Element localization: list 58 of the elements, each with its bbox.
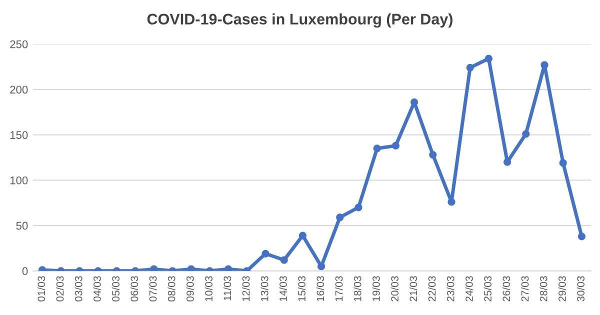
x-tick-label: 08/03	[168, 276, 176, 302]
point	[448, 198, 456, 206]
point	[373, 144, 381, 152]
x-tick-label: 18/03	[354, 276, 362, 302]
point	[298, 232, 307, 240]
point	[280, 256, 288, 264]
point	[317, 262, 326, 270]
point	[503, 158, 512, 166]
point	[354, 204, 362, 212]
x-tick-label: 04/03	[93, 276, 101, 302]
x-tick-label: 07/03	[149, 276, 157, 302]
x-tick-label: 29/03	[558, 276, 566, 302]
x-tick-label: 27/03	[521, 276, 529, 302]
y-tick-label: 100	[10, 176, 28, 184]
x-tick-label: 21/03	[409, 276, 418, 302]
x-tick-label: 15/03	[298, 276, 306, 302]
point	[559, 159, 567, 167]
x-tick-label: 17/03	[335, 276, 343, 302]
x-tick-label: 13/03	[260, 276, 268, 302]
x-tick-label: 26/03	[502, 276, 510, 302]
x-tick-label: 30/03	[576, 276, 584, 302]
x-tick-label: 12/03	[242, 276, 250, 302]
x-tick-label: 09/03	[186, 276, 194, 302]
y-tick-label: 250	[10, 40, 28, 48]
x-tick-label: 11/03	[223, 276, 232, 300]
y-tick-label: 0	[22, 267, 28, 276]
point	[578, 232, 586, 240]
x-tick-label: 05/03	[112, 276, 120, 302]
x-tick-label: 14/03	[279, 276, 287, 302]
x-tick-label: 16/03	[316, 276, 324, 302]
point	[392, 142, 400, 150]
x-tick-label: 02/03	[56, 276, 64, 302]
point	[336, 214, 344, 222]
point	[150, 265, 158, 271]
x-tick-label: 20/03	[390, 276, 398, 302]
point	[224, 265, 232, 271]
point	[466, 64, 474, 72]
x-tick-label: 03/03	[74, 276, 82, 302]
point	[522, 130, 530, 138]
y-tick-label: 150	[10, 131, 28, 139]
x-tick-label: 06/03	[130, 276, 138, 302]
x-tick-label: 28/03	[540, 276, 548, 302]
point	[187, 265, 195, 271]
x-tick-label: 24/03	[465, 276, 473, 302]
x-tick-label: 22/03	[428, 276, 436, 302]
y-tick-label: 200	[10, 86, 28, 94]
x-tick-label: 19/03	[372, 276, 380, 302]
point	[484, 54, 493, 62]
x-tick-label: 23/03	[446, 276, 454, 302]
x-tick-label: 10/03	[204, 276, 212, 302]
point	[262, 250, 270, 258]
x-tick-label: 25/03	[484, 276, 492, 302]
y-tick-label: 50	[16, 222, 28, 230]
point	[410, 98, 418, 106]
x-tick-label: 01/03	[37, 276, 46, 302]
point	[540, 61, 548, 69]
point	[429, 150, 437, 159]
chart-title: COVID-19-Cases in Luxembourg (Per Day)	[147, 13, 452, 28]
